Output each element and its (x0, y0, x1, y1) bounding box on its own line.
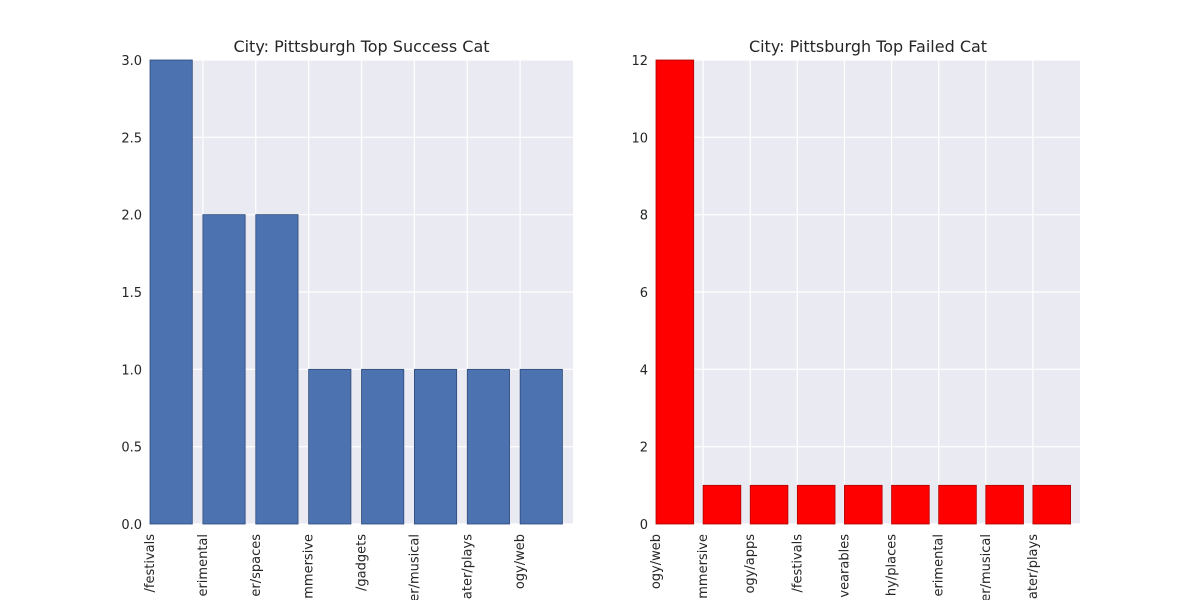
y-tick-label: 0.0 (121, 518, 142, 533)
y-tick-label: 12 (631, 54, 648, 69)
failed-chart: 0 2 4 6 8 10 12 ogy/web mmersive ogy/apps/festiva… (631, 37, 1080, 600)
bar-1 (702, 484, 742, 525)
x-tick-label: vearables (837, 534, 852, 598)
x-tick-label: er/musical (979, 534, 994, 600)
x-tick-label: ogy/web (513, 534, 528, 589)
y-tick-label: 0.5 (121, 441, 142, 456)
y-tick-label: 3.0 (121, 54, 142, 69)
bar-4 (844, 484, 883, 525)
y-tick-label: 2 (640, 441, 648, 456)
bar-6 (466, 368, 510, 525)
x-tick-label: ogy/apps (743, 534, 758, 594)
x-tick-label: erimental (932, 534, 947, 597)
x-tick-label: mmersive (696, 534, 711, 599)
bar-8 (1032, 484, 1071, 525)
x-tick-label: mmersive (302, 534, 317, 599)
x-tick-label: ater/plays (1026, 534, 1041, 599)
x-tick-label: ogy/web (649, 534, 664, 589)
bar-4 (361, 368, 405, 525)
bar-7 (985, 484, 1024, 525)
x-tick-label: hy/places (885, 534, 900, 596)
x-tick-label: /festivals (143, 534, 158, 593)
y-tick-label: 2.0 (121, 209, 142, 224)
y-tick-label: 6 (640, 286, 648, 301)
bar-0 (149, 59, 193, 525)
x-tick-label: ater/plays (460, 534, 475, 599)
chart-title: City: Pittsburgh Top Failed Cat (749, 37, 987, 56)
x-tick-label: er/musical (407, 534, 422, 600)
bar-1 (202, 214, 246, 525)
y-tick-label: 4 (640, 363, 648, 378)
x-tick-label: /gadgets (355, 534, 370, 591)
y-tick-label: 1.0 (121, 363, 142, 378)
y-tick-label: 8 (640, 209, 648, 224)
x-tick-label: /festivals (790, 534, 805, 593)
bar-5 (891, 484, 930, 525)
bar-5 (413, 368, 458, 525)
chart-title: City: Pittsburgh Top Success Cat (233, 37, 489, 56)
y-tick-label: 10 (631, 131, 648, 146)
bar-3 (796, 484, 836, 525)
x-tick-label: erimental (196, 534, 211, 597)
bar-6 (938, 484, 977, 525)
y-tick-label: 1.5 (121, 286, 142, 301)
bar-2 (749, 484, 789, 525)
bar-3 (308, 368, 352, 525)
bar-7 (519, 368, 563, 525)
success-chart: 0.0 0.5 1.0 1.5 2.0 2.5 3.0/festivals erimental… (121, 37, 573, 600)
bar-0 (655, 59, 695, 525)
y-tick-label: 2.5 (121, 131, 142, 146)
x-tick-label: er/spaces (249, 534, 264, 597)
bar-2 (255, 214, 299, 525)
y-tick-label: 0 (640, 518, 648, 533)
